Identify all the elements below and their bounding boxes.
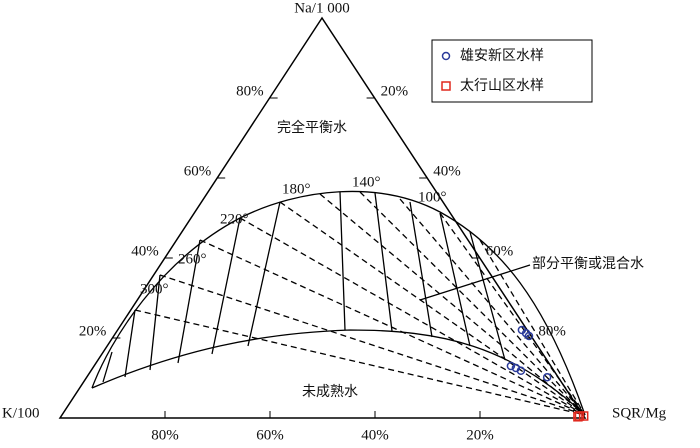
temperature-label: 100°: [418, 189, 447, 205]
tick-label: 40%: [433, 163, 461, 179]
full-equilibrium-curve: [91, 190, 586, 416]
temperature-label: 260°: [178, 251, 207, 267]
legend-marker: [441, 51, 451, 61]
temperature-label: 220°: [220, 211, 249, 227]
legend-label: 太行山区水样: [460, 78, 544, 94]
tick-label: 40%: [131, 243, 159, 259]
data-point: [542, 372, 552, 382]
legend: [431, 39, 593, 103]
tick-label: 60%: [184, 163, 212, 179]
tick-label: 20%: [79, 323, 107, 339]
temperature-label: 180°: [282, 181, 311, 197]
dashed-lines: [134, 191, 586, 416]
pointer-line: [419, 264, 531, 301]
legend-label: 雄安新区水样: [460, 48, 544, 64]
apex-label: SQR/Mg: [612, 405, 667, 421]
equilibrium-grid: [91, 190, 586, 416]
apex-label: K/100: [2, 405, 40, 421]
temperature-label: 300°: [140, 281, 169, 297]
tick-label: 60%: [486, 243, 514, 259]
region-label: 完全平衡水: [277, 119, 347, 136]
tick-label: 80%: [151, 427, 179, 443]
tick-label: 60%: [256, 427, 284, 443]
apex-label: Na/1 000: [294, 0, 349, 16]
temperature-label: 140°: [352, 174, 381, 190]
tick-label: 40%: [361, 427, 389, 443]
legend-marker: [441, 81, 451, 91]
tick-label: 80%: [236, 83, 264, 99]
tick-label: 20%: [466, 427, 494, 443]
region-label: 部分平衡或混合水: [532, 256, 644, 272]
tick-label: 20%: [381, 83, 409, 99]
data-point: [573, 412, 583, 422]
region-label: 未成熟水: [302, 384, 358, 400]
isotherm-lines: [102, 191, 506, 383]
triangle: [58, 16, 587, 419]
tick-label: 80%: [538, 323, 566, 339]
data-point: [574, 411, 585, 421]
data-point: [524, 331, 534, 341]
data-point: [506, 361, 516, 371]
data-point: [516, 366, 526, 376]
